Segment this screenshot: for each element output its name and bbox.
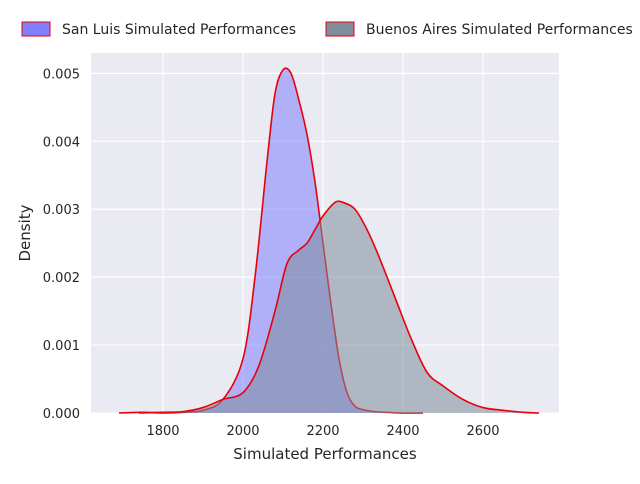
density-area-buenos-aires-line (138, 200, 540, 414)
density-areas (118, 67, 540, 414)
y-tick-label: 0.000 (43, 407, 80, 422)
y-tick-label: 0.001 (43, 339, 80, 354)
legend-label-buenos-aires: Buenos Aires Simulated Performances (366, 22, 633, 38)
legend: San Luis Simulated Performances Buenos A… (21, 21, 633, 38)
x-tick-label: 2200 (306, 424, 339, 439)
x-axis-label: Simulated Performances (233, 445, 417, 463)
y-tick-label: 0.005 (43, 67, 80, 82)
x-tick-label: 1800 (146, 424, 179, 439)
legend-swatch-buenos-aires (325, 21, 355, 37)
x-axis-ticks: 1800 2000 2200 2400 2600 (146, 424, 499, 439)
density-area-san-luis-fill (119, 68, 423, 413)
x-tick-label: 2400 (386, 424, 419, 439)
y-tick-label: 0.003 (43, 203, 80, 218)
density-area-buenos-aires-fill (139, 201, 539, 413)
x-tick-label: 2000 (226, 424, 259, 439)
y-axis-ticks: 0.000 0.001 0.002 0.003 0.004 0.005 (43, 67, 80, 422)
y-axis-label: Density (16, 204, 34, 261)
x-tick-label: 2600 (466, 424, 499, 439)
y-tick-label: 0.002 (43, 271, 80, 286)
y-tick-label: 0.004 (43, 135, 80, 150)
legend-swatch-san-luis (21, 21, 51, 37)
legend-label-san-luis: San Luis Simulated Performances (62, 22, 296, 38)
